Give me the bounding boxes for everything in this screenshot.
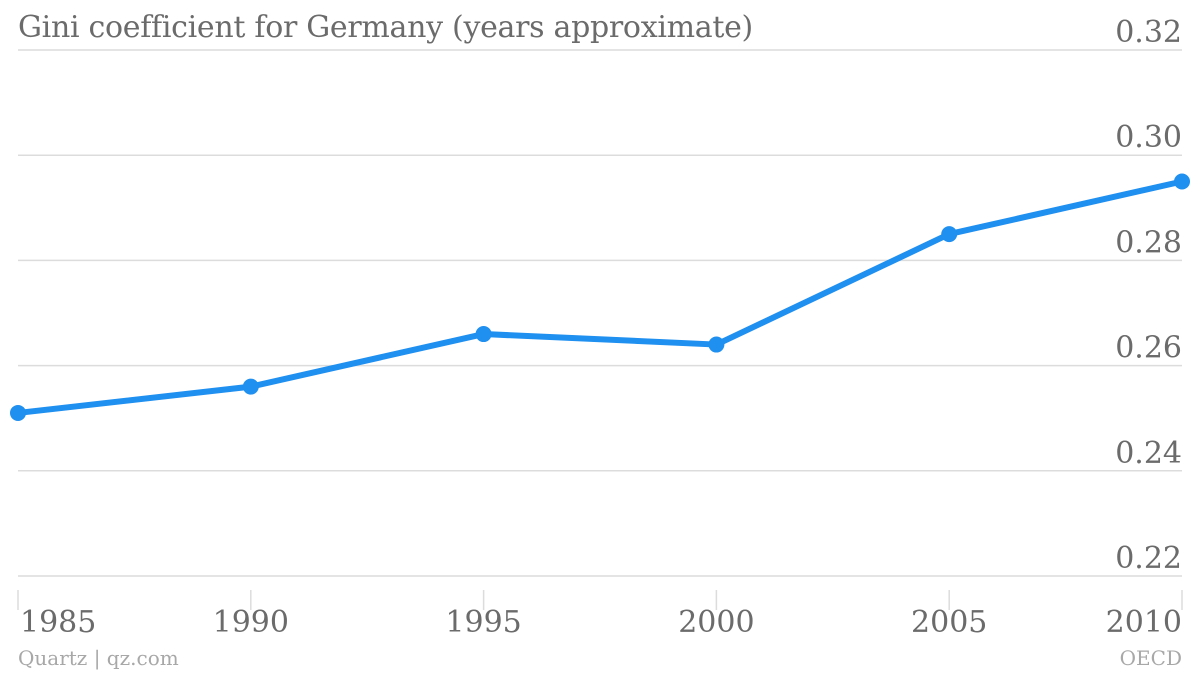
data-point (1174, 173, 1190, 190)
chart-title: Gini coefficient for Germany (years appr… (18, 10, 753, 45)
y-tick-label: 0.30 (1115, 120, 1182, 155)
x-tick-label: 2005 (911, 605, 987, 640)
x-tick-label: 1995 (445, 605, 521, 640)
y-tick-label: 0.26 (1115, 331, 1182, 366)
x-tick-label: 1990 (213, 605, 289, 640)
data-point (242, 378, 259, 395)
x-tick-label: 1985 (20, 605, 96, 640)
y-tick-label: 0.22 (1115, 541, 1182, 576)
series-line (15, 178, 1185, 416)
source-credit-left: Quartz | qz.com (18, 646, 179, 670)
y-tick-label: 0.28 (1115, 225, 1182, 260)
x-tick-label: 2010 (1106, 605, 1182, 640)
data-point (941, 226, 958, 243)
source-credit-right: OECD (1119, 646, 1182, 670)
data-point (10, 404, 26, 421)
data-point (475, 326, 492, 343)
data-point (708, 336, 725, 353)
x-tick-label: 2000 (678, 605, 754, 640)
y-tick-label: 0.32 (1115, 15, 1182, 50)
y-tick-label: 0.24 (1115, 436, 1182, 471)
